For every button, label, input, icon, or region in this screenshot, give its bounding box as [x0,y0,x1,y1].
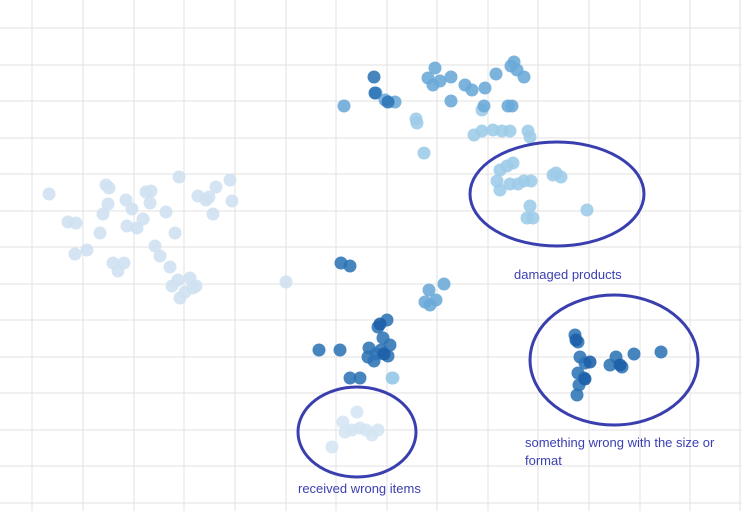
data-point [101,197,115,211]
data-point [367,70,381,84]
data-point [68,247,82,261]
data-point [173,291,187,305]
data-point [503,124,517,138]
data-point [520,211,534,225]
annotation-damaged-products: damaged products [514,267,622,282]
data-point [223,173,237,187]
data-point [570,388,584,402]
data-point [225,194,239,208]
data-point [353,371,367,385]
data-point [583,355,597,369]
data-point [168,226,182,240]
data-point [493,183,507,197]
data-point [209,180,223,194]
data-point [42,187,56,201]
data-point [325,440,339,454]
data-point [373,317,387,331]
data-point [69,216,83,230]
data-point [333,343,347,357]
data-point [377,347,391,361]
data-point [423,298,437,312]
annotation-wrong-size-or-format: something wrong with the size or format [525,435,715,468]
data-point [417,146,431,160]
data-point [422,283,436,297]
data-point [386,371,400,385]
data-point [444,94,458,108]
data-point [206,207,220,221]
data-point [569,333,583,347]
data-point [117,256,131,270]
data-point [475,124,489,138]
data-point [171,273,185,287]
data-point [523,130,537,144]
data-point [489,67,503,81]
data-point [444,70,458,84]
data-point [172,170,186,184]
data-point [338,425,352,439]
annotation-received-wrong-items: received wrong items [298,481,421,496]
data-point [361,350,375,364]
data-point [153,249,167,263]
data-point [343,259,357,273]
data-points [42,55,668,454]
ellipse-wrong-size-or-format [528,293,700,427]
data-point [279,275,293,289]
data-point [654,345,668,359]
data-point [102,181,116,195]
data-point [143,196,157,210]
data-point [120,219,134,233]
data-point [163,260,177,274]
data-point [478,81,492,95]
data-point [517,70,531,84]
data-point [627,347,641,361]
data-point [554,170,568,184]
data-point [93,226,107,240]
data-point [580,203,594,217]
data-point [505,99,519,113]
data-point [125,202,139,216]
ellipse-received-wrong-items [296,385,418,479]
data-point [96,207,110,221]
data-point [136,212,150,226]
data-point [381,95,395,109]
data-point [202,190,216,204]
data-point [368,86,382,100]
data-point [337,99,351,113]
data-point [437,277,451,291]
ellipse-damaged-products [468,140,646,248]
data-point [189,279,203,293]
data-point [80,243,94,257]
data-point [428,61,442,75]
data-point [144,184,158,198]
data-point [312,343,326,357]
data-point [578,372,592,386]
data-point [613,358,627,372]
data-point [506,156,520,170]
data-point [343,371,357,385]
data-point [336,415,350,429]
data-point [465,83,479,97]
data-point [433,74,447,88]
data-point [159,205,173,219]
data-point [524,174,538,188]
data-point [523,199,537,213]
data-point [410,116,424,130]
data-point [350,405,364,419]
annotation-ellipses [296,140,700,479]
data-point [365,428,379,442]
data-point [148,239,162,253]
data-point [477,99,491,113]
